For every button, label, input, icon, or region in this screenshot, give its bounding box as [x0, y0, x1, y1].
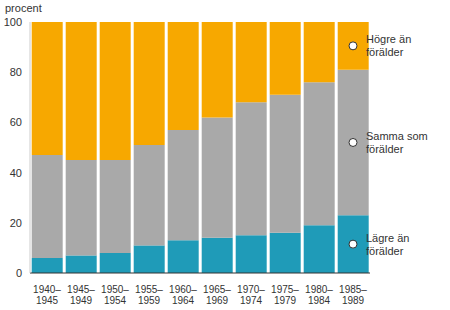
svg-text:1965–1969: 1965–1969 [203, 284, 231, 306]
svg-text:40: 40 [10, 167, 22, 179]
svg-text:0: 0 [16, 267, 22, 279]
svg-text:20: 20 [10, 217, 22, 229]
svg-text:Lägre änförälder: Lägre änförälder [366, 232, 409, 257]
svg-text:100: 100 [8, 16, 22, 28]
svg-text:1955–1959: 1955–1959 [135, 284, 163, 306]
svg-text:1960–1964: 1960–1964 [169, 284, 197, 306]
svg-text:1950–1954: 1950–1954 [101, 284, 129, 306]
svg-text:1945–1949: 1945–1949 [67, 284, 95, 306]
svg-text:80: 80 [10, 66, 22, 78]
svg-text:60: 60 [10, 116, 22, 128]
svg-text:1980–1984: 1980–1984 [305, 284, 333, 306]
svg-text:procent: procent [8, 2, 42, 14]
svg-text:Samma somförälder: Samma somförälder [366, 130, 428, 155]
svg-text:1985–1989: 1985–1989 [339, 284, 367, 306]
svg-text:1970–1974: 1970–1974 [237, 284, 265, 306]
svg-text:1975–1979: 1975–1979 [271, 284, 299, 306]
svg-text:1940–1945: 1940–1945 [33, 284, 61, 306]
svg-text:Högre änförälder: Högre änförälder [366, 33, 411, 58]
